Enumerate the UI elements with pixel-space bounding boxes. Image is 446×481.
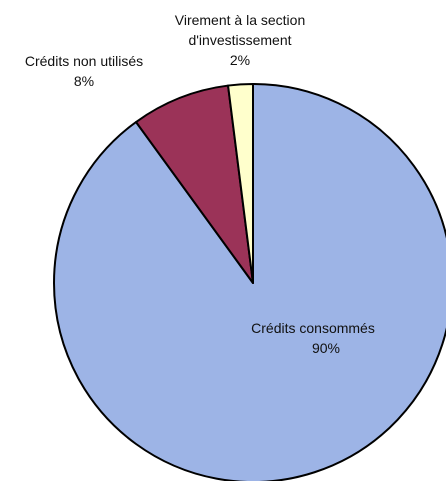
slice-value-credits-non-utilises: 8%: [74, 73, 94, 89]
slice-value-virement: 2%: [230, 52, 250, 68]
slice-credits-non-utilises: [135, 84, 254, 284]
slice-label-virement-line-1: Virement à la section: [175, 12, 305, 28]
slice-label-virement-line-2: d'investissement: [188, 32, 291, 48]
slice-value-credits-consommes: 90%: [312, 340, 340, 356]
pie-slices: [53, 83, 446, 481]
slice-label-credits-non-utilises: Crédits non utilisés: [25, 53, 143, 69]
slice-label-credits-consommes: Crédits consommés: [251, 320, 375, 336]
slice-virement-investissement: [227, 83, 254, 284]
slice-credits-consommes: [53, 83, 446, 481]
